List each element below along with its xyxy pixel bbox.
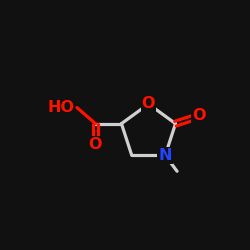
Text: O: O	[192, 108, 206, 124]
Text: O: O	[142, 96, 155, 112]
Text: HO: HO	[48, 100, 74, 115]
Text: N: N	[158, 148, 172, 163]
Text: O: O	[89, 137, 102, 152]
